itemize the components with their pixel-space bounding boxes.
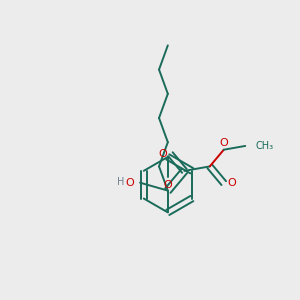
Text: O: O — [219, 138, 228, 148]
Text: O: O — [158, 149, 167, 159]
Text: O: O — [164, 180, 172, 190]
Text: H: H — [117, 177, 124, 187]
Text: O: O — [227, 178, 236, 188]
Text: CH₃: CH₃ — [255, 141, 273, 151]
Text: O: O — [126, 178, 135, 188]
